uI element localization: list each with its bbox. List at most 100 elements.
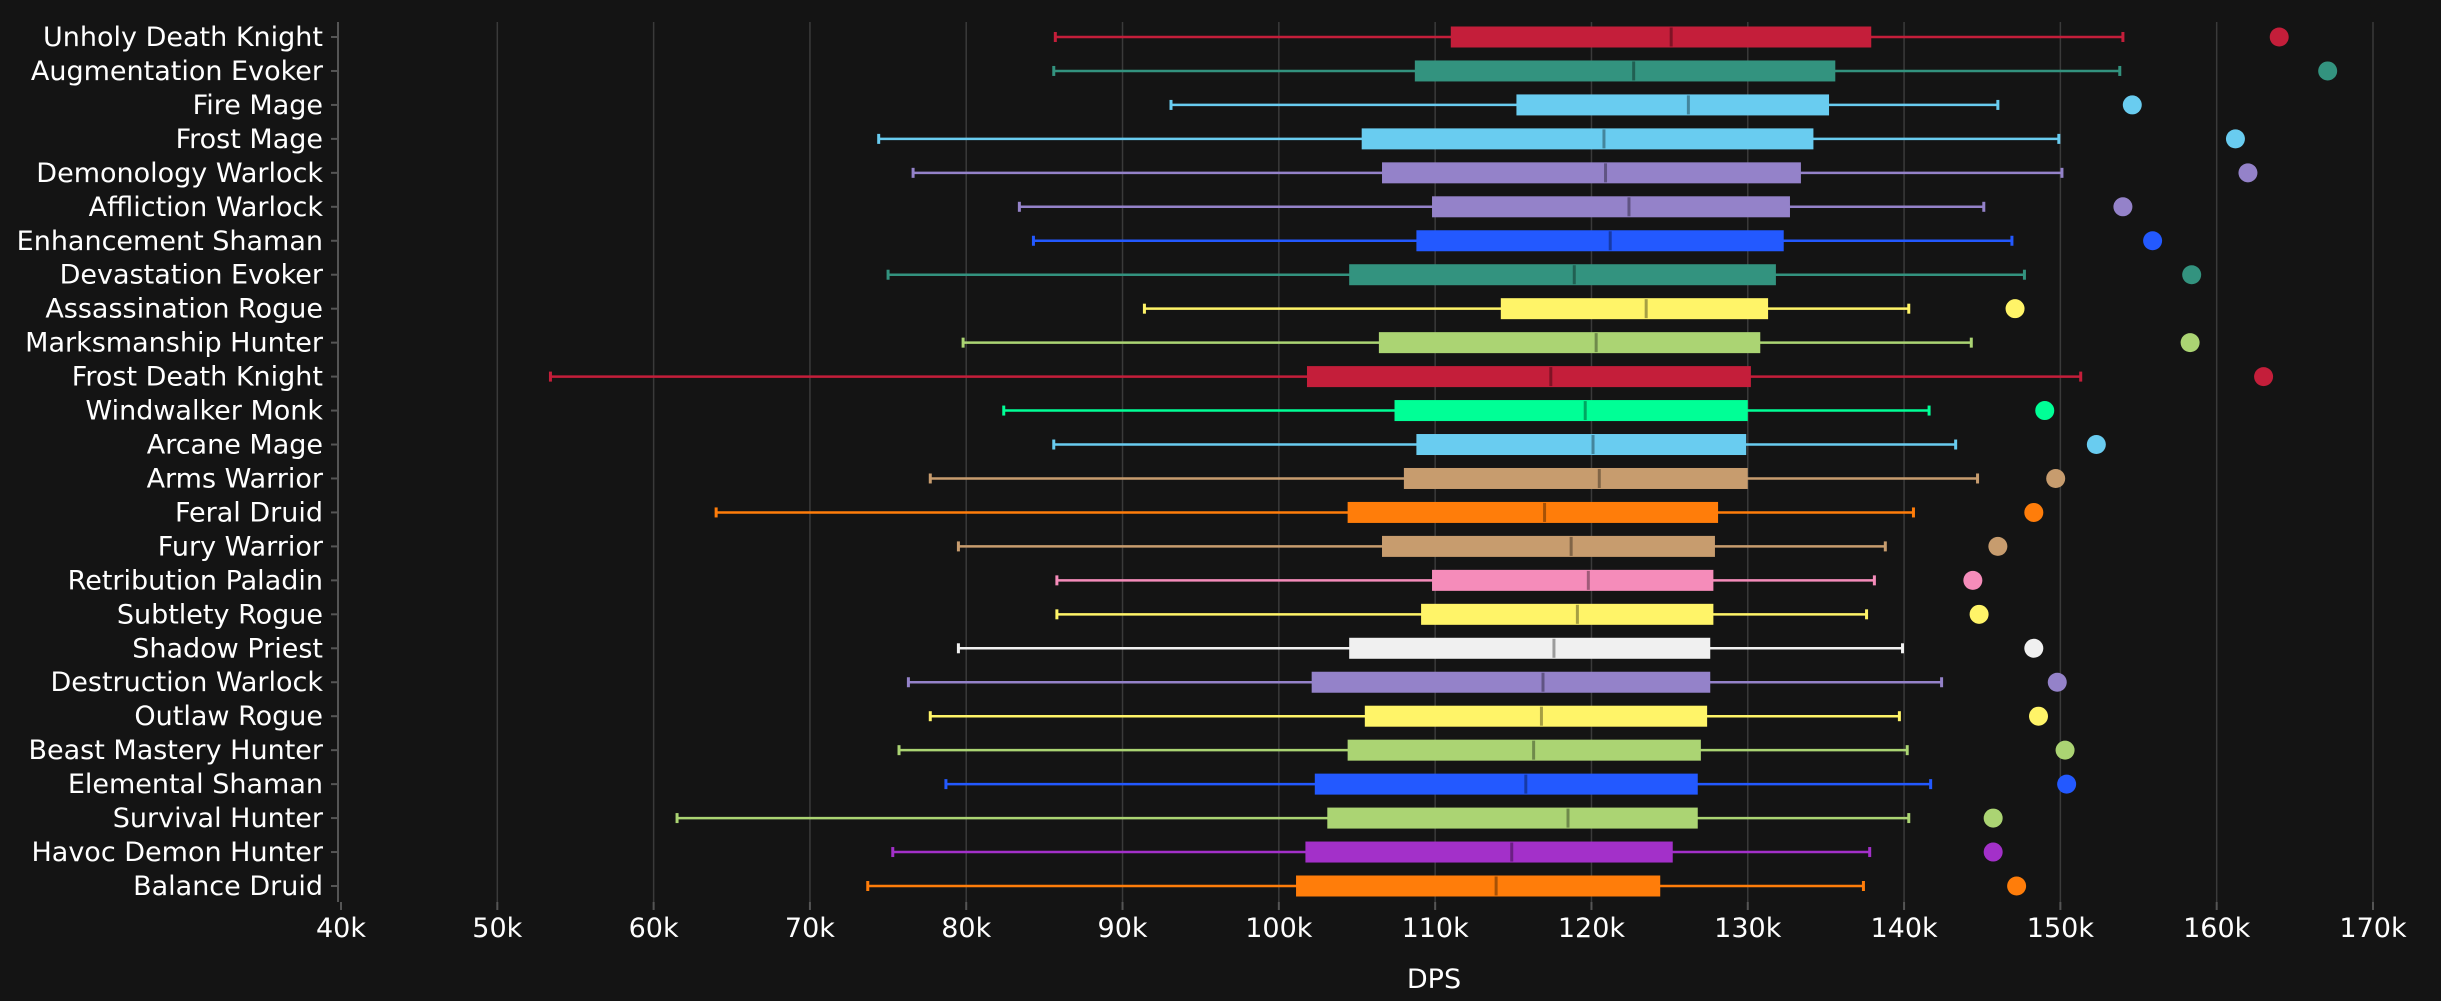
iqr-box bbox=[1403, 467, 1748, 489]
x-tick-label: 170k bbox=[2339, 913, 2407, 944]
x-tick-label: 80k bbox=[941, 913, 991, 944]
x-tick-label: 50k bbox=[472, 913, 522, 944]
max-point bbox=[2143, 231, 2163, 251]
iqr-box bbox=[1349, 264, 1776, 286]
max-point bbox=[2024, 502, 2044, 522]
max-point bbox=[2113, 197, 2133, 217]
box-windwalker-monk bbox=[1002, 400, 2055, 422]
max-point bbox=[1988, 536, 2008, 556]
box-frost-mage bbox=[877, 128, 2245, 150]
y-tick-label: Survival Hunter bbox=[113, 803, 324, 834]
y-tick-label: Augmentation Evoker bbox=[31, 56, 324, 87]
iqr-box bbox=[1394, 400, 1748, 422]
iqr-box bbox=[1306, 366, 1751, 388]
max-point bbox=[1983, 808, 2003, 828]
y-tick-label: Frost Mage bbox=[176, 124, 323, 155]
max-point bbox=[2318, 61, 2338, 81]
box-assassination-rogue bbox=[1142, 298, 2025, 320]
iqr-box bbox=[1311, 671, 1711, 693]
x-axis-label: DPS bbox=[1407, 964, 1461, 995]
y-tick-label: Fury Warrior bbox=[158, 531, 324, 562]
x-tick-label: 110k bbox=[1402, 913, 1470, 944]
iqr-box bbox=[1382, 535, 1715, 557]
iqr-box bbox=[1361, 128, 1814, 150]
boxes bbox=[548, 26, 2338, 897]
max-point bbox=[2047, 672, 2067, 692]
iqr-box bbox=[1432, 569, 1714, 591]
max-point bbox=[2254, 367, 2274, 387]
max-point bbox=[2180, 333, 2200, 353]
box-unholy-death-knight bbox=[1053, 26, 2289, 48]
iqr-box bbox=[1450, 26, 1872, 48]
y-tick-label: Windwalker Monk bbox=[85, 396, 323, 427]
box-feral-druid bbox=[714, 501, 2044, 523]
max-point bbox=[2035, 401, 2055, 421]
x-tick-label: 140k bbox=[1870, 913, 1938, 944]
max-point bbox=[1969, 604, 1989, 624]
x-tick-label: 60k bbox=[629, 913, 679, 944]
max-point bbox=[2182, 265, 2202, 285]
box-beast-mastery-hunter bbox=[897, 739, 2075, 761]
max-point bbox=[2007, 876, 2027, 896]
box-destruction-warlock bbox=[906, 671, 2067, 693]
y-tick-label: Outlaw Rogue bbox=[134, 701, 323, 732]
y-tick-label: Shadow Priest bbox=[132, 633, 323, 664]
y-tick-label: Arcane Mage bbox=[147, 430, 323, 461]
x-tick-label: 150k bbox=[2027, 913, 2095, 944]
max-point bbox=[2269, 27, 2289, 47]
max-point bbox=[2029, 706, 2049, 726]
box-outlaw-rogue bbox=[928, 705, 2049, 727]
max-point bbox=[1983, 842, 2003, 862]
max-point bbox=[2086, 435, 2106, 455]
max-point bbox=[2238, 163, 2258, 183]
box-devastation-evoker bbox=[886, 264, 2202, 286]
iqr-box bbox=[1500, 298, 1769, 320]
box-survival-hunter bbox=[675, 807, 2003, 829]
iqr-box bbox=[1378, 332, 1761, 354]
max-point bbox=[2057, 774, 2077, 794]
x-axis: 40k 50k 60k 70k 80k 90k 100k 110k 120k 130k 140k 15… bbox=[316, 902, 2407, 944]
iqr-box bbox=[1296, 875, 1661, 897]
max-point bbox=[2225, 129, 2245, 149]
y-tick-label: Feral Druid bbox=[175, 497, 323, 528]
box-havoc-demon-hunter bbox=[891, 841, 2003, 863]
max-point bbox=[1963, 570, 1983, 590]
iqr-box bbox=[1349, 637, 1711, 659]
x-tick-label: 130k bbox=[1714, 913, 1782, 944]
box-enhancement-shaman bbox=[1031, 230, 2163, 252]
y-tick-label: Devastation Evoker bbox=[60, 260, 324, 291]
iqr-box bbox=[1347, 739, 1701, 761]
max-point bbox=[2122, 95, 2142, 115]
box-elemental-shaman bbox=[944, 773, 2077, 795]
box-fire-mage bbox=[1169, 94, 2142, 116]
max-point bbox=[2024, 638, 2044, 658]
y-tick-label: Fire Mage bbox=[193, 90, 323, 121]
box-balance-druid bbox=[866, 875, 2027, 897]
y-tick-label: Destruction Warlock bbox=[50, 667, 323, 698]
iqr-box bbox=[1305, 841, 1673, 863]
max-point bbox=[2046, 468, 2066, 488]
box-shadow-priest bbox=[956, 637, 2044, 659]
max-point bbox=[2055, 740, 2075, 760]
iqr-box bbox=[1347, 501, 1719, 523]
max-point bbox=[2005, 299, 2025, 319]
box-arms-warrior bbox=[928, 467, 2066, 489]
iqr-box bbox=[1414, 60, 1836, 82]
y-tick-label: Marksmanship Hunter bbox=[25, 328, 324, 359]
iqr-box bbox=[1327, 807, 1698, 829]
x-tick-label: 40k bbox=[316, 913, 366, 944]
x-tick-label: 120k bbox=[1558, 913, 1626, 944]
box-arcane-mage bbox=[1052, 434, 2106, 456]
y-tick-label: Beast Mastery Hunter bbox=[28, 735, 323, 766]
iqr-box bbox=[1416, 230, 1784, 252]
box-augmentation-evoker bbox=[1052, 60, 2338, 82]
y-tick-label: Balance Druid bbox=[133, 871, 323, 902]
y-tick-label: Unholy Death Knight bbox=[43, 22, 323, 53]
box-affliction-warlock bbox=[1017, 196, 2133, 218]
y-tick-label: Elemental Shaman bbox=[68, 769, 323, 800]
y-tick-label: Enhancement Shaman bbox=[17, 226, 323, 257]
box-subtlety-rogue bbox=[1055, 603, 1989, 625]
